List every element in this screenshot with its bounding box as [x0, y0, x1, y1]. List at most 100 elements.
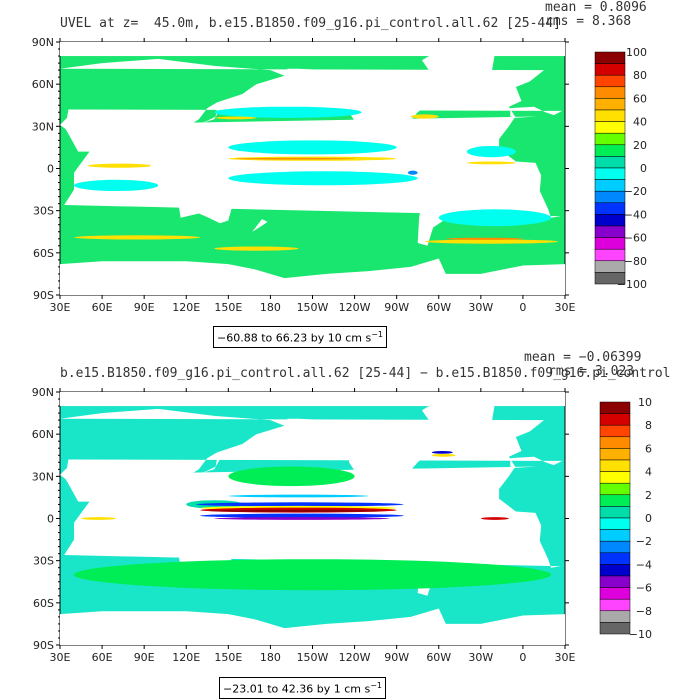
colorbar-swatch: [594, 260, 626, 273]
x-tick-label: 30E: [50, 301, 71, 314]
colorbar-label: −40: [624, 208, 647, 221]
colorbar-swatch: [594, 121, 626, 134]
colorbar-swatch: [594, 225, 626, 238]
x-tick-label: 0: [519, 301, 526, 314]
colorbar-swatch: [594, 98, 626, 111]
land-namerica: [287, 418, 439, 508]
colorbar-label: −60: [624, 232, 647, 245]
x-tick-label: 150E: [214, 301, 242, 314]
x-tick-label: 30E: [555, 301, 576, 314]
x-tick-label: 0: [519, 651, 526, 664]
bot-eq-blue-s: [200, 513, 404, 518]
colorbar-swatch: [594, 74, 626, 88]
x-tick-label: 90E: [134, 301, 155, 314]
bottom-velocity-features: [74, 451, 551, 591]
bot-gulf-yellow: [431, 453, 456, 457]
bot-eq-purple: [214, 517, 390, 520]
land-arctic: [60, 392, 565, 407]
top-gulf-stream: [410, 114, 439, 119]
top-jet-io: [88, 163, 152, 168]
top-acc-3: [424, 239, 558, 244]
x-tick-label: 150E: [214, 651, 242, 664]
colorbar-swatch: [594, 156, 626, 169]
bottom-land-mask: [60, 392, 565, 645]
colorbar-label: −100: [617, 278, 647, 291]
y-tick-label: 90N: [32, 36, 54, 49]
colorbar-swatch: [599, 575, 631, 588]
x-tick-label: 150W: [297, 301, 329, 314]
bottom-rms-text: rms = 3.023: [548, 364, 635, 379]
top-band-io: [74, 179, 159, 191]
colorbar-label: −10: [629, 628, 652, 641]
top-range-text: −60.88 to 66.23 by 10 cm s: [217, 331, 372, 345]
colorbar-swatch: [599, 424, 631, 438]
colorbar-label: 40: [633, 116, 647, 129]
top-band-atl: [466, 146, 516, 158]
land-antarctica: [60, 258, 565, 295]
bottom-range-exp: −1: [370, 681, 383, 690]
land-indo: [151, 511, 229, 532]
y-tick-label: 30N: [32, 120, 54, 133]
top-velocity-features: [74, 106, 558, 251]
land-madagascar: [79, 535, 89, 554]
x-tick-label: 120E: [172, 301, 200, 314]
land-antarctica: [60, 608, 565, 645]
x-tick-label: 60E: [92, 651, 113, 664]
colorbar-swatch: [594, 202, 626, 215]
land-japan: [200, 456, 222, 474]
x-tick-label: 30E: [50, 651, 71, 664]
colorbar-swatch: [599, 598, 631, 612]
x-tick-label: 30W: [468, 651, 493, 664]
colorbar-label: 80: [633, 69, 647, 82]
colorbar-swatch: [599, 564, 631, 577]
colorbar-label: 6: [645, 442, 652, 455]
colorbar-swatch: [594, 190, 626, 204]
colorbar-label: 0: [640, 162, 647, 175]
colorbar-swatch: [594, 51, 626, 64]
colorbar-swatch: [599, 459, 631, 472]
x-tick-label: 120W: [339, 301, 371, 314]
colorbar-swatch: [594, 248, 626, 262]
colorbar-label: 60: [633, 92, 647, 105]
top-range-exp: −1: [371, 330, 384, 339]
y-tick-label: 30N: [32, 470, 54, 483]
colorbar-label: 2: [645, 489, 652, 502]
colorbar-swatch: [594, 132, 626, 146]
top-band-nec: [228, 140, 397, 155]
x-tick-label: 60W: [426, 651, 451, 664]
colorbar-swatch: [599, 610, 631, 623]
colorbar-swatch: [599, 552, 631, 565]
colorbar-swatch: [599, 413, 631, 426]
bot-eq-blue-n: [196, 502, 404, 507]
y-tick-label: 90S: [33, 289, 54, 302]
colorbar-swatch: [594, 237, 626, 250]
y-tick-label: 60S: [33, 247, 54, 260]
colorbar-swatch: [599, 494, 631, 507]
top-acc-4: [445, 237, 523, 240]
colorbar-swatch: [599, 436, 631, 449]
y-tick-label: 0: [47, 513, 54, 526]
colorbar-label: 20: [633, 139, 647, 152]
bot-band-so: [74, 559, 551, 591]
land-nz: [252, 219, 268, 232]
colorbar-swatch: [599, 506, 631, 519]
bottom-range-text: −23.01 to 42.36 by 1 cm s: [223, 682, 371, 696]
colorbar-swatch: [594, 179, 626, 192]
bot-band-np: [228, 466, 355, 487]
x-tick-label: 90W: [384, 301, 409, 314]
land-madagascar: [79, 185, 89, 204]
top-rms-text: rms = 8.368: [545, 14, 632, 29]
y-tick-label: 0: [47, 163, 54, 176]
colorbar-label: −80: [624, 255, 647, 268]
top-jet-atl: [466, 161, 516, 165]
top-acc-1: [74, 235, 201, 240]
top-land-mask: [60, 42, 565, 295]
colorbar-swatch: [599, 401, 631, 414]
x-tick-label: 150W: [297, 651, 329, 664]
x-tick-label: 120E: [172, 651, 200, 664]
colorbar-swatch: [599, 622, 631, 635]
land-greenland: [421, 400, 495, 435]
